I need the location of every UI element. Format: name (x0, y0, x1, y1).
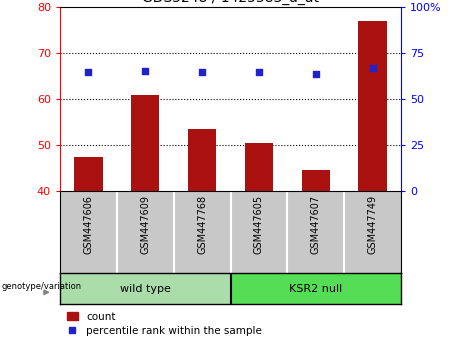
Legend: count, percentile rank within the sample: count, percentile rank within the sample (65, 310, 264, 338)
Text: GSM447606: GSM447606 (83, 195, 94, 254)
Bar (358, 21, 387, 191)
Text: GSM447768: GSM447768 (197, 195, 207, 255)
Text: wild type: wild type (120, 284, 171, 293)
Text: GSM447749: GSM447749 (367, 195, 378, 255)
Point (85, 70, 92, 75)
Bar (301, 170, 330, 191)
Bar (60, 273, 230, 304)
Point (369, 65, 376, 71)
Text: genotype/variation: genotype/variation (1, 282, 81, 291)
Point (312, 72, 319, 77)
Bar (74, 156, 102, 191)
Point (255, 70, 263, 75)
Point (142, 68, 149, 73)
Text: GSM447605: GSM447605 (254, 195, 264, 255)
Bar (245, 143, 273, 191)
Text: KSR2 null: KSR2 null (289, 284, 343, 293)
Point (198, 69, 206, 74)
Bar (131, 95, 160, 191)
Text: GSM447609: GSM447609 (140, 195, 150, 254)
Bar (188, 129, 216, 191)
Title: GDS5248 / 1425383_a_at: GDS5248 / 1425383_a_at (142, 0, 319, 5)
Bar (230, 273, 401, 304)
Text: GSM447607: GSM447607 (311, 195, 321, 255)
